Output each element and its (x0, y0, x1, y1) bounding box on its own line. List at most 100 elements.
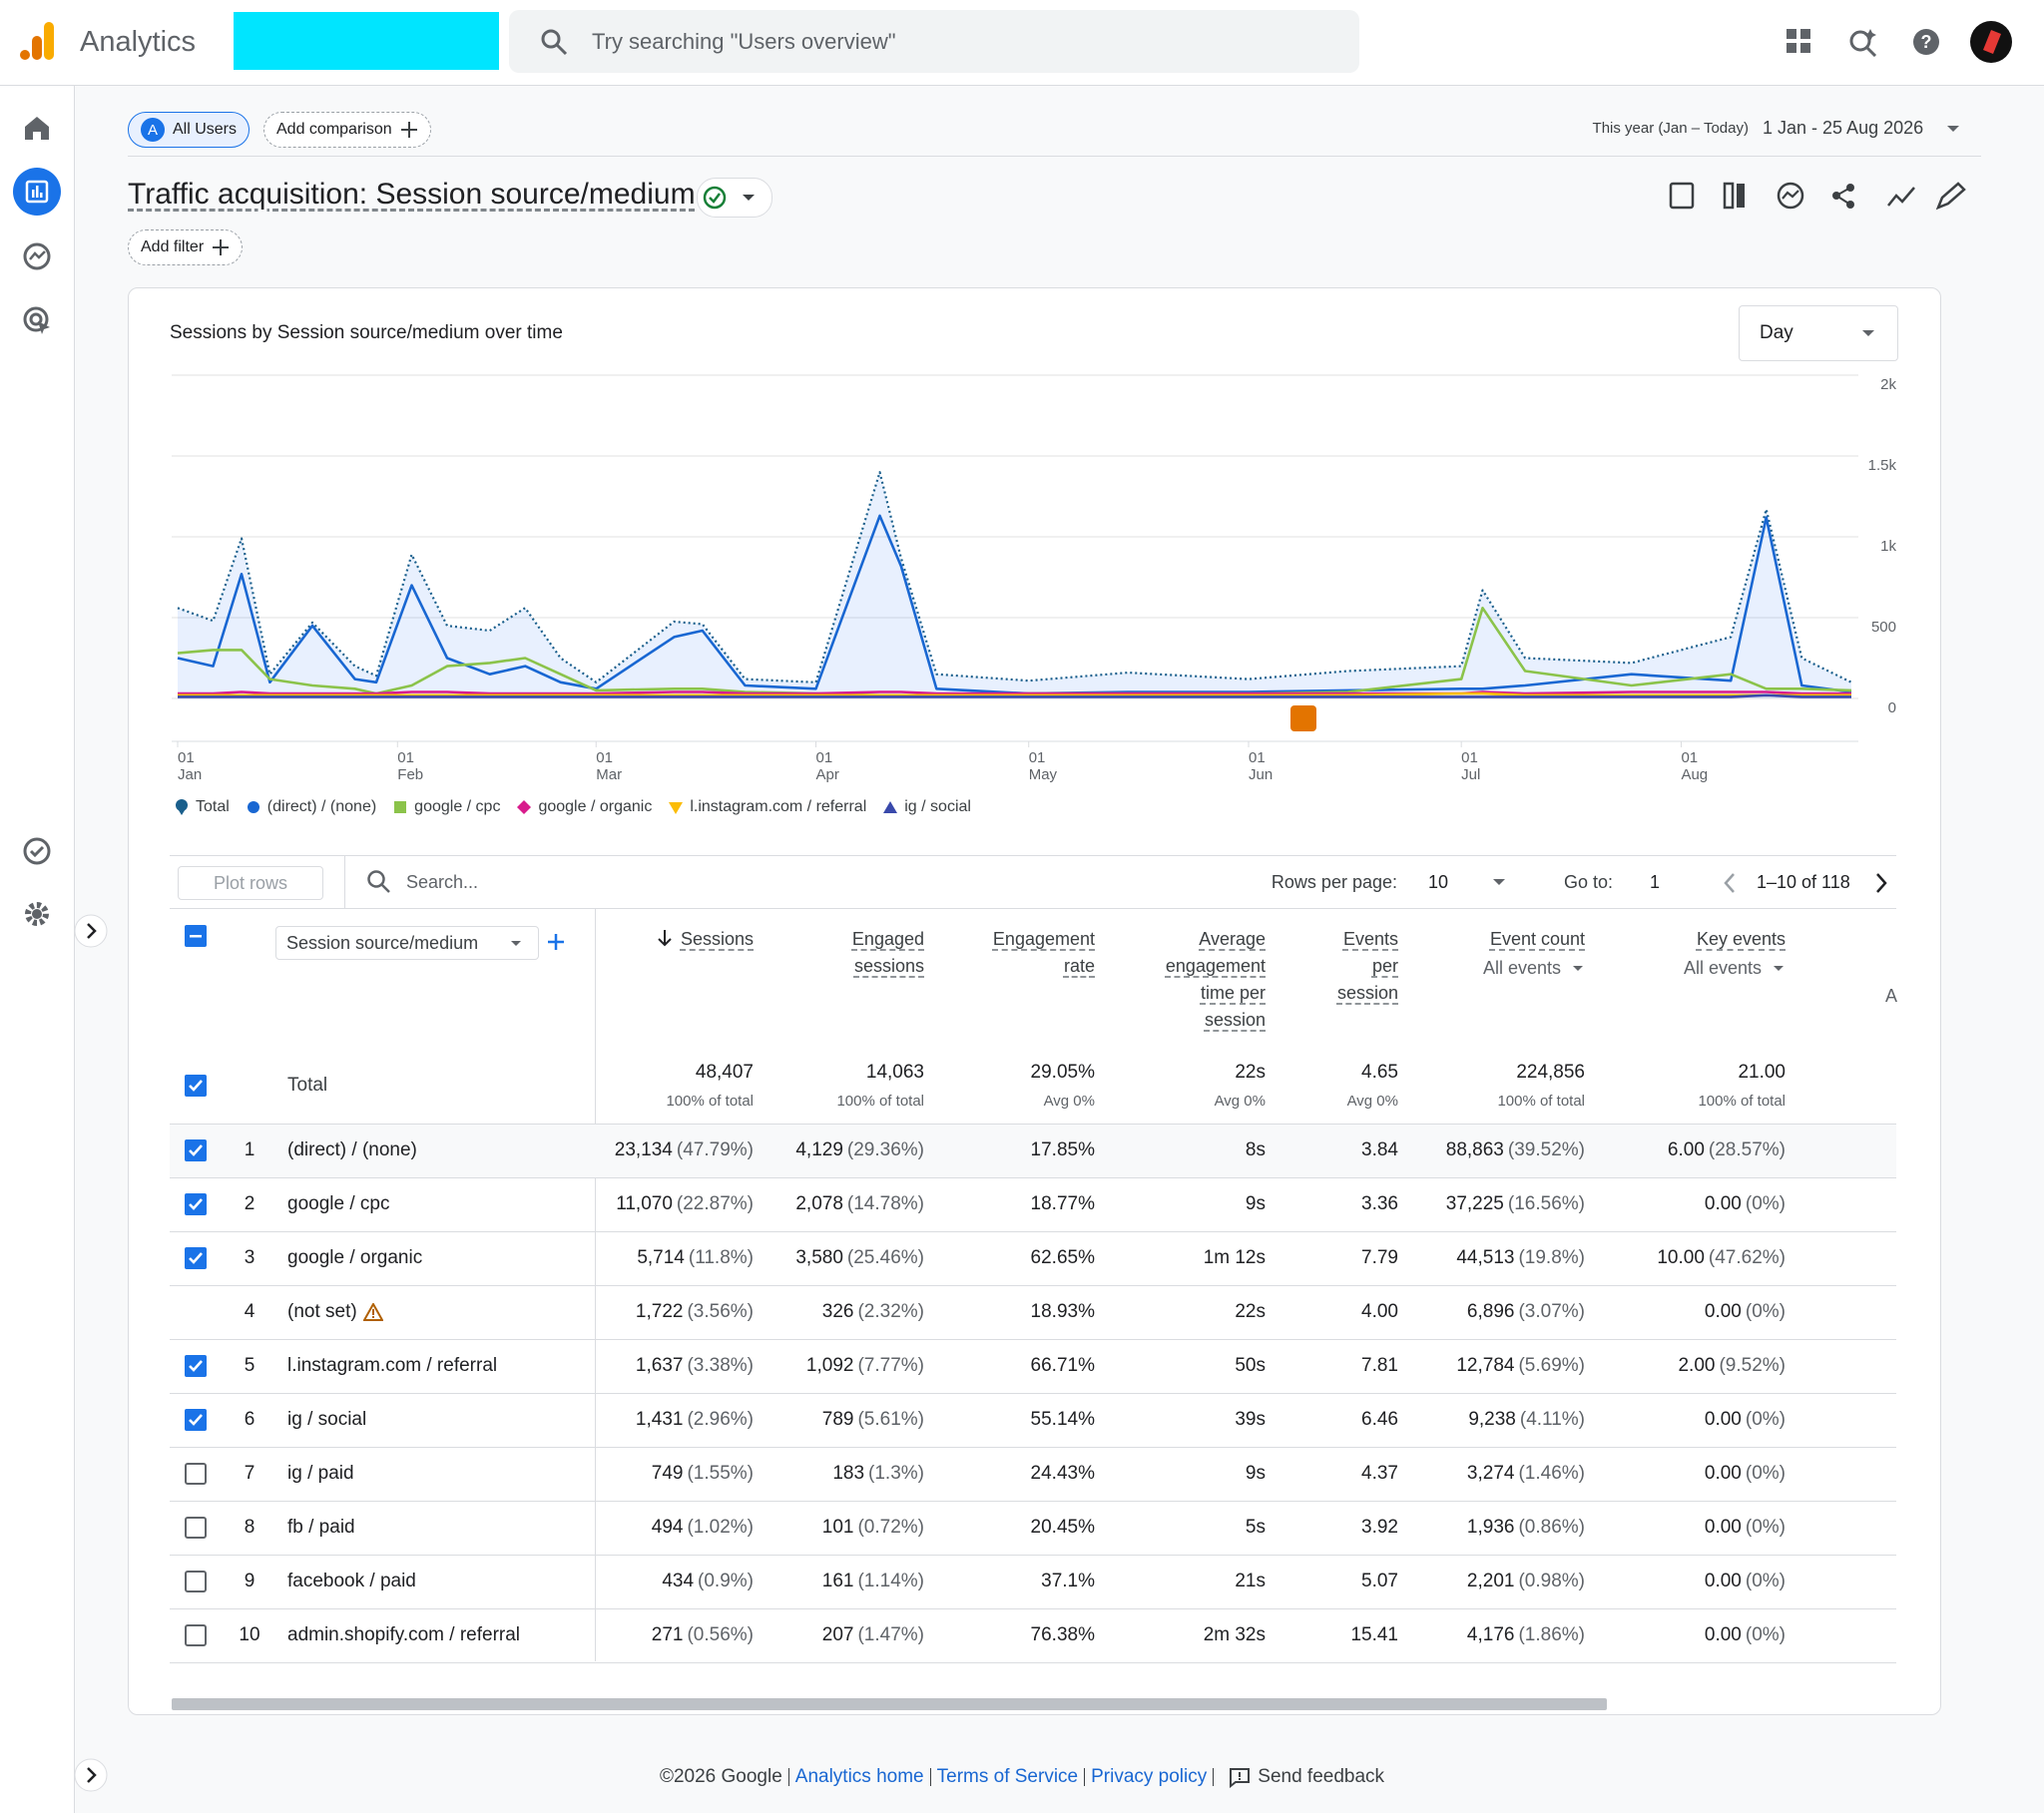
granularity-select[interactable]: Day (1739, 305, 1898, 361)
x-tick-label: 01 Apr (815, 749, 839, 783)
column-filter-label: All events (1683, 958, 1762, 978)
row-checkbox[interactable] (184, 1192, 208, 1216)
annotation-marker[interactable] (1290, 705, 1316, 731)
cell-value: 207 (821, 1624, 854, 1645)
cell-value: 183 (832, 1463, 865, 1484)
caret[interactable] (1561, 964, 1585, 974)
row-name: ig / social (287, 1409, 366, 1431)
separator (1213, 1768, 1215, 1786)
next-page[interactable] (1873, 872, 1889, 894)
row-rank: 3 (244, 1247, 256, 1268)
prev-page[interactable] (1722, 872, 1738, 894)
row-checkbox[interactable] (184, 1516, 208, 1540)
cell: 88,863 (39.52%) (1446, 1139, 1585, 1161)
add-comparison[interactable]: Add comparison (263, 112, 431, 148)
row-checkbox[interactable] (184, 1623, 208, 1647)
cell-value: 6,896 (1466, 1301, 1515, 1322)
series-line (177, 514, 1852, 695)
expand-nav[interactable] (74, 914, 108, 948)
warning-icon[interactable] (362, 1303, 383, 1321)
total-value: 48,407 (695, 1062, 754, 1083)
row-checkbox[interactable] (184, 1354, 208, 1378)
cell-share: (5.69%) (1518, 1355, 1585, 1376)
cell: 3,580 (25.46%) (795, 1247, 924, 1269)
cell-share: (1.02%) (687, 1517, 754, 1538)
series-line (178, 691, 1851, 697)
nav-home[interactable] (22, 114, 52, 142)
row-rank: 8 (244, 1517, 256, 1538)
row-checkbox[interactable] (184, 1246, 208, 1270)
cell-value: 9s (1245, 1463, 1266, 1484)
table-search[interactable]: Search... (406, 872, 479, 892)
insights-icon[interactable] (1848, 27, 1878, 57)
caret[interactable] (1762, 964, 1786, 974)
add-filter[interactable]: Add filter (128, 229, 244, 265)
cell-value: 62.65% (1030, 1247, 1095, 1268)
x-tick-label: 01 Aug (1681, 749, 1709, 783)
plot-rows[interactable]: Plot rows (178, 866, 323, 900)
report-status[interactable] (697, 178, 772, 218)
granularity: Day (1760, 322, 1793, 343)
header-checkbox[interactable] (185, 925, 207, 947)
row-name-label: fb / paid (287, 1517, 355, 1538)
cell: 0.00 (0%) (1705, 1624, 1786, 1646)
expand-panel[interactable] (74, 1758, 108, 1792)
footer-link[interactable]: Privacy policy (1091, 1766, 1208, 1787)
dimension-select[interactable]: Session source/medium (275, 926, 539, 960)
search-icon (541, 29, 568, 56)
cell-share: (0.72%) (857, 1517, 924, 1538)
help-icon[interactable]: ? (1912, 28, 1940, 56)
scrollbar[interactable] (172, 1698, 1607, 1710)
cell: 326 (2.32%) (822, 1301, 924, 1323)
add-dimension[interactable] (547, 933, 565, 951)
segment-chip[interactable]: A All Users (128, 112, 251, 148)
nav-explore[interactable] (22, 241, 52, 271)
cell-value: 4,176 (1466, 1624, 1515, 1645)
rows-per-page[interactable]: 10 (1428, 872, 1449, 892)
legend-marker (247, 801, 259, 813)
total-share: 100% of total (836, 1093, 924, 1110)
nav-reports[interactable] (13, 168, 61, 216)
date-caret (1947, 126, 1959, 132)
cell-share: (47.62%) (1708, 1247, 1786, 1268)
cell-share: (0%) (1745, 1463, 1786, 1484)
apps-icon[interactable] (1787, 29, 1812, 55)
footer-link[interactable]: Analytics home (794, 1766, 924, 1787)
cell: 1,092 (7.77%) (806, 1355, 924, 1377)
account-selector[interactable] (234, 12, 499, 70)
separator (787, 1768, 789, 1786)
row-name-label: (direct) / (none) (287, 1139, 417, 1160)
report-actions[interactable] (1667, 180, 1986, 214)
row-checkbox[interactable] (184, 1570, 208, 1593)
cell-value: 88,863 (1445, 1139, 1504, 1160)
send-feedback[interactable]: Send feedback (1258, 1766, 1385, 1787)
cell-share: (0.56%) (687, 1624, 754, 1645)
cell: 2,201 (0.98%) (1467, 1571, 1585, 1592)
cell-value: 0.00 (1704, 1463, 1742, 1484)
go-to[interactable]: 1 (1650, 872, 1661, 892)
search-box[interactable] (509, 10, 1359, 73)
cell-value: 44,513 (1456, 1247, 1515, 1268)
x-tick-label: 01 Feb (397, 749, 424, 783)
avatar[interactable] (1969, 20, 2013, 64)
nav-admin[interactable] (22, 899, 52, 929)
row-name-label: ig / paid (287, 1463, 354, 1484)
cell: 207 (1.47%) (822, 1624, 924, 1646)
cell-value: 76.38% (1030, 1624, 1095, 1645)
footer-link[interactable]: Terms of Service (936, 1766, 1079, 1787)
row-rank: 7 (244, 1463, 256, 1484)
cell-value: 3,274 (1466, 1463, 1515, 1484)
divider (128, 156, 1981, 157)
row-checkbox[interactable] (184, 1408, 208, 1432)
row-checkbox[interactable] (184, 1462, 208, 1486)
total-value: 29.05% (1030, 1062, 1095, 1083)
nav-advertising[interactable] (22, 305, 52, 335)
date-range[interactable]: 1 Jan - 25 Aug 2026 (1763, 118, 1924, 138)
sort-icon[interactable] (657, 929, 673, 947)
nav-configure[interactable] (22, 836, 52, 866)
row-name: fb / paid (287, 1517, 355, 1539)
row-checkbox[interactable] (184, 1138, 208, 1162)
row-checkbox[interactable] (184, 1074, 208, 1098)
total-share: Avg 0% (1346, 1093, 1398, 1110)
cell-value: 1,637 (635, 1355, 684, 1376)
